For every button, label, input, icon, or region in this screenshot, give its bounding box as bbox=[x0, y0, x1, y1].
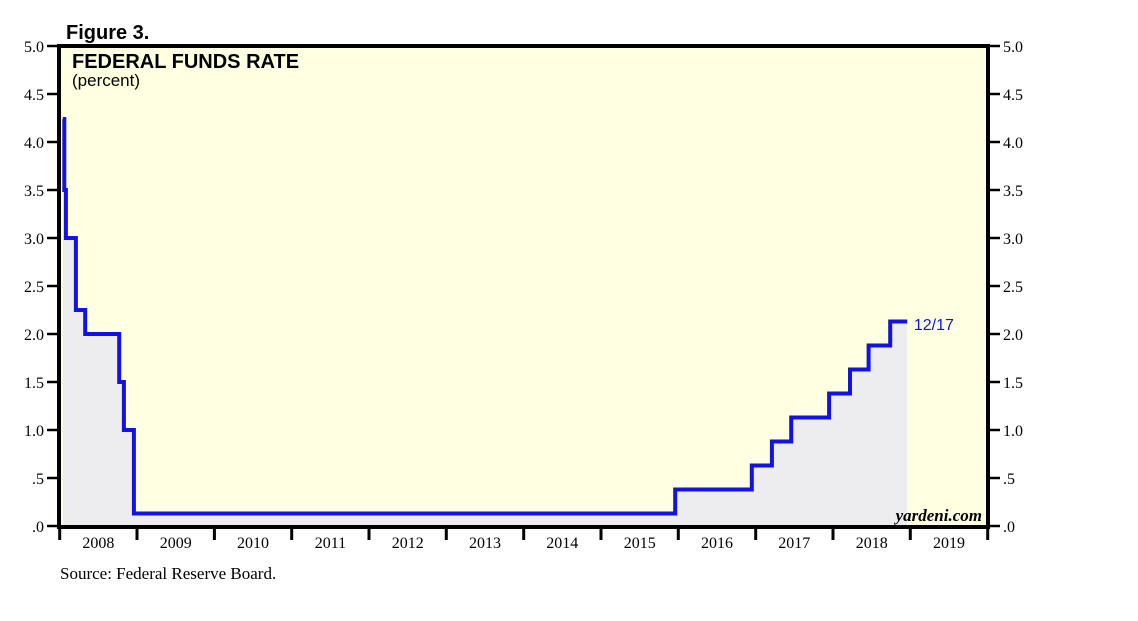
y-tick-label-right: 1.5 bbox=[1003, 375, 1023, 392]
y-tick-label-left: 4.0 bbox=[24, 135, 44, 152]
x-tick-label: 2016 bbox=[701, 535, 733, 552]
watermark-yardeni: yardeni.com bbox=[895, 506, 982, 525]
area-under-curve bbox=[62, 119, 908, 526]
x-tick-label: 2009 bbox=[160, 535, 192, 552]
y-tick-label-left: .5 bbox=[32, 471, 44, 488]
y-tick-label-left: 3.0 bbox=[24, 231, 44, 248]
chart-subtitle: (percent) bbox=[72, 71, 141, 90]
fed-funds-rate-line bbox=[62, 117, 908, 516]
y-tick-label-right: 3.5 bbox=[1003, 183, 1023, 200]
y-tick-label-left: 1.0 bbox=[24, 423, 44, 440]
x-tick-label: 2008 bbox=[82, 535, 114, 552]
figure-label: Figure 3. bbox=[66, 22, 150, 44]
y-tick-label-left: 1.5 bbox=[24, 375, 44, 392]
y-tick-label-right: 1.0 bbox=[1003, 423, 1023, 440]
x-tick-label: 2010 bbox=[237, 535, 269, 552]
x-tick-label: 2011 bbox=[315, 535, 346, 552]
y-tick-label-left: 3.5 bbox=[24, 183, 44, 200]
y-tick-label-left: 2.0 bbox=[24, 327, 44, 344]
y-tick-label-right: 4.5 bbox=[1003, 87, 1023, 104]
x-tick-label: 2012 bbox=[392, 535, 424, 552]
y-tick-label-left: .0 bbox=[32, 519, 44, 536]
end-point-label: 12/17 bbox=[913, 316, 954, 334]
y-tick-label-right: 2.0 bbox=[1003, 327, 1023, 344]
source-note: Source: Federal Reserve Board. bbox=[60, 564, 277, 583]
x-tick-label: 2015 bbox=[624, 535, 656, 552]
y-tick-label-right: 5.0 bbox=[1003, 39, 1023, 56]
y-tick-label-right: .5 bbox=[1003, 471, 1015, 488]
y-tick-label-right: 4.0 bbox=[1003, 135, 1023, 152]
x-tick-label: 2018 bbox=[856, 535, 888, 552]
y-tick-label-left: 5.0 bbox=[24, 39, 44, 56]
y-tick-label-right: .0 bbox=[1003, 519, 1015, 536]
y-tick-label-right: 2.5 bbox=[1003, 279, 1023, 296]
y-tick-label-right: 3.0 bbox=[1003, 231, 1023, 248]
x-tick-label: 2017 bbox=[778, 535, 810, 552]
x-tick-label: 2014 bbox=[546, 535, 578, 552]
y-tick-label-left: 4.5 bbox=[24, 87, 44, 104]
x-tick-label: 2013 bbox=[469, 535, 501, 552]
y-tick-label-left: 2.5 bbox=[24, 279, 44, 296]
x-tick-label: 2019 bbox=[933, 535, 965, 552]
chart-title: FEDERAL FUNDS RATE bbox=[72, 51, 300, 73]
